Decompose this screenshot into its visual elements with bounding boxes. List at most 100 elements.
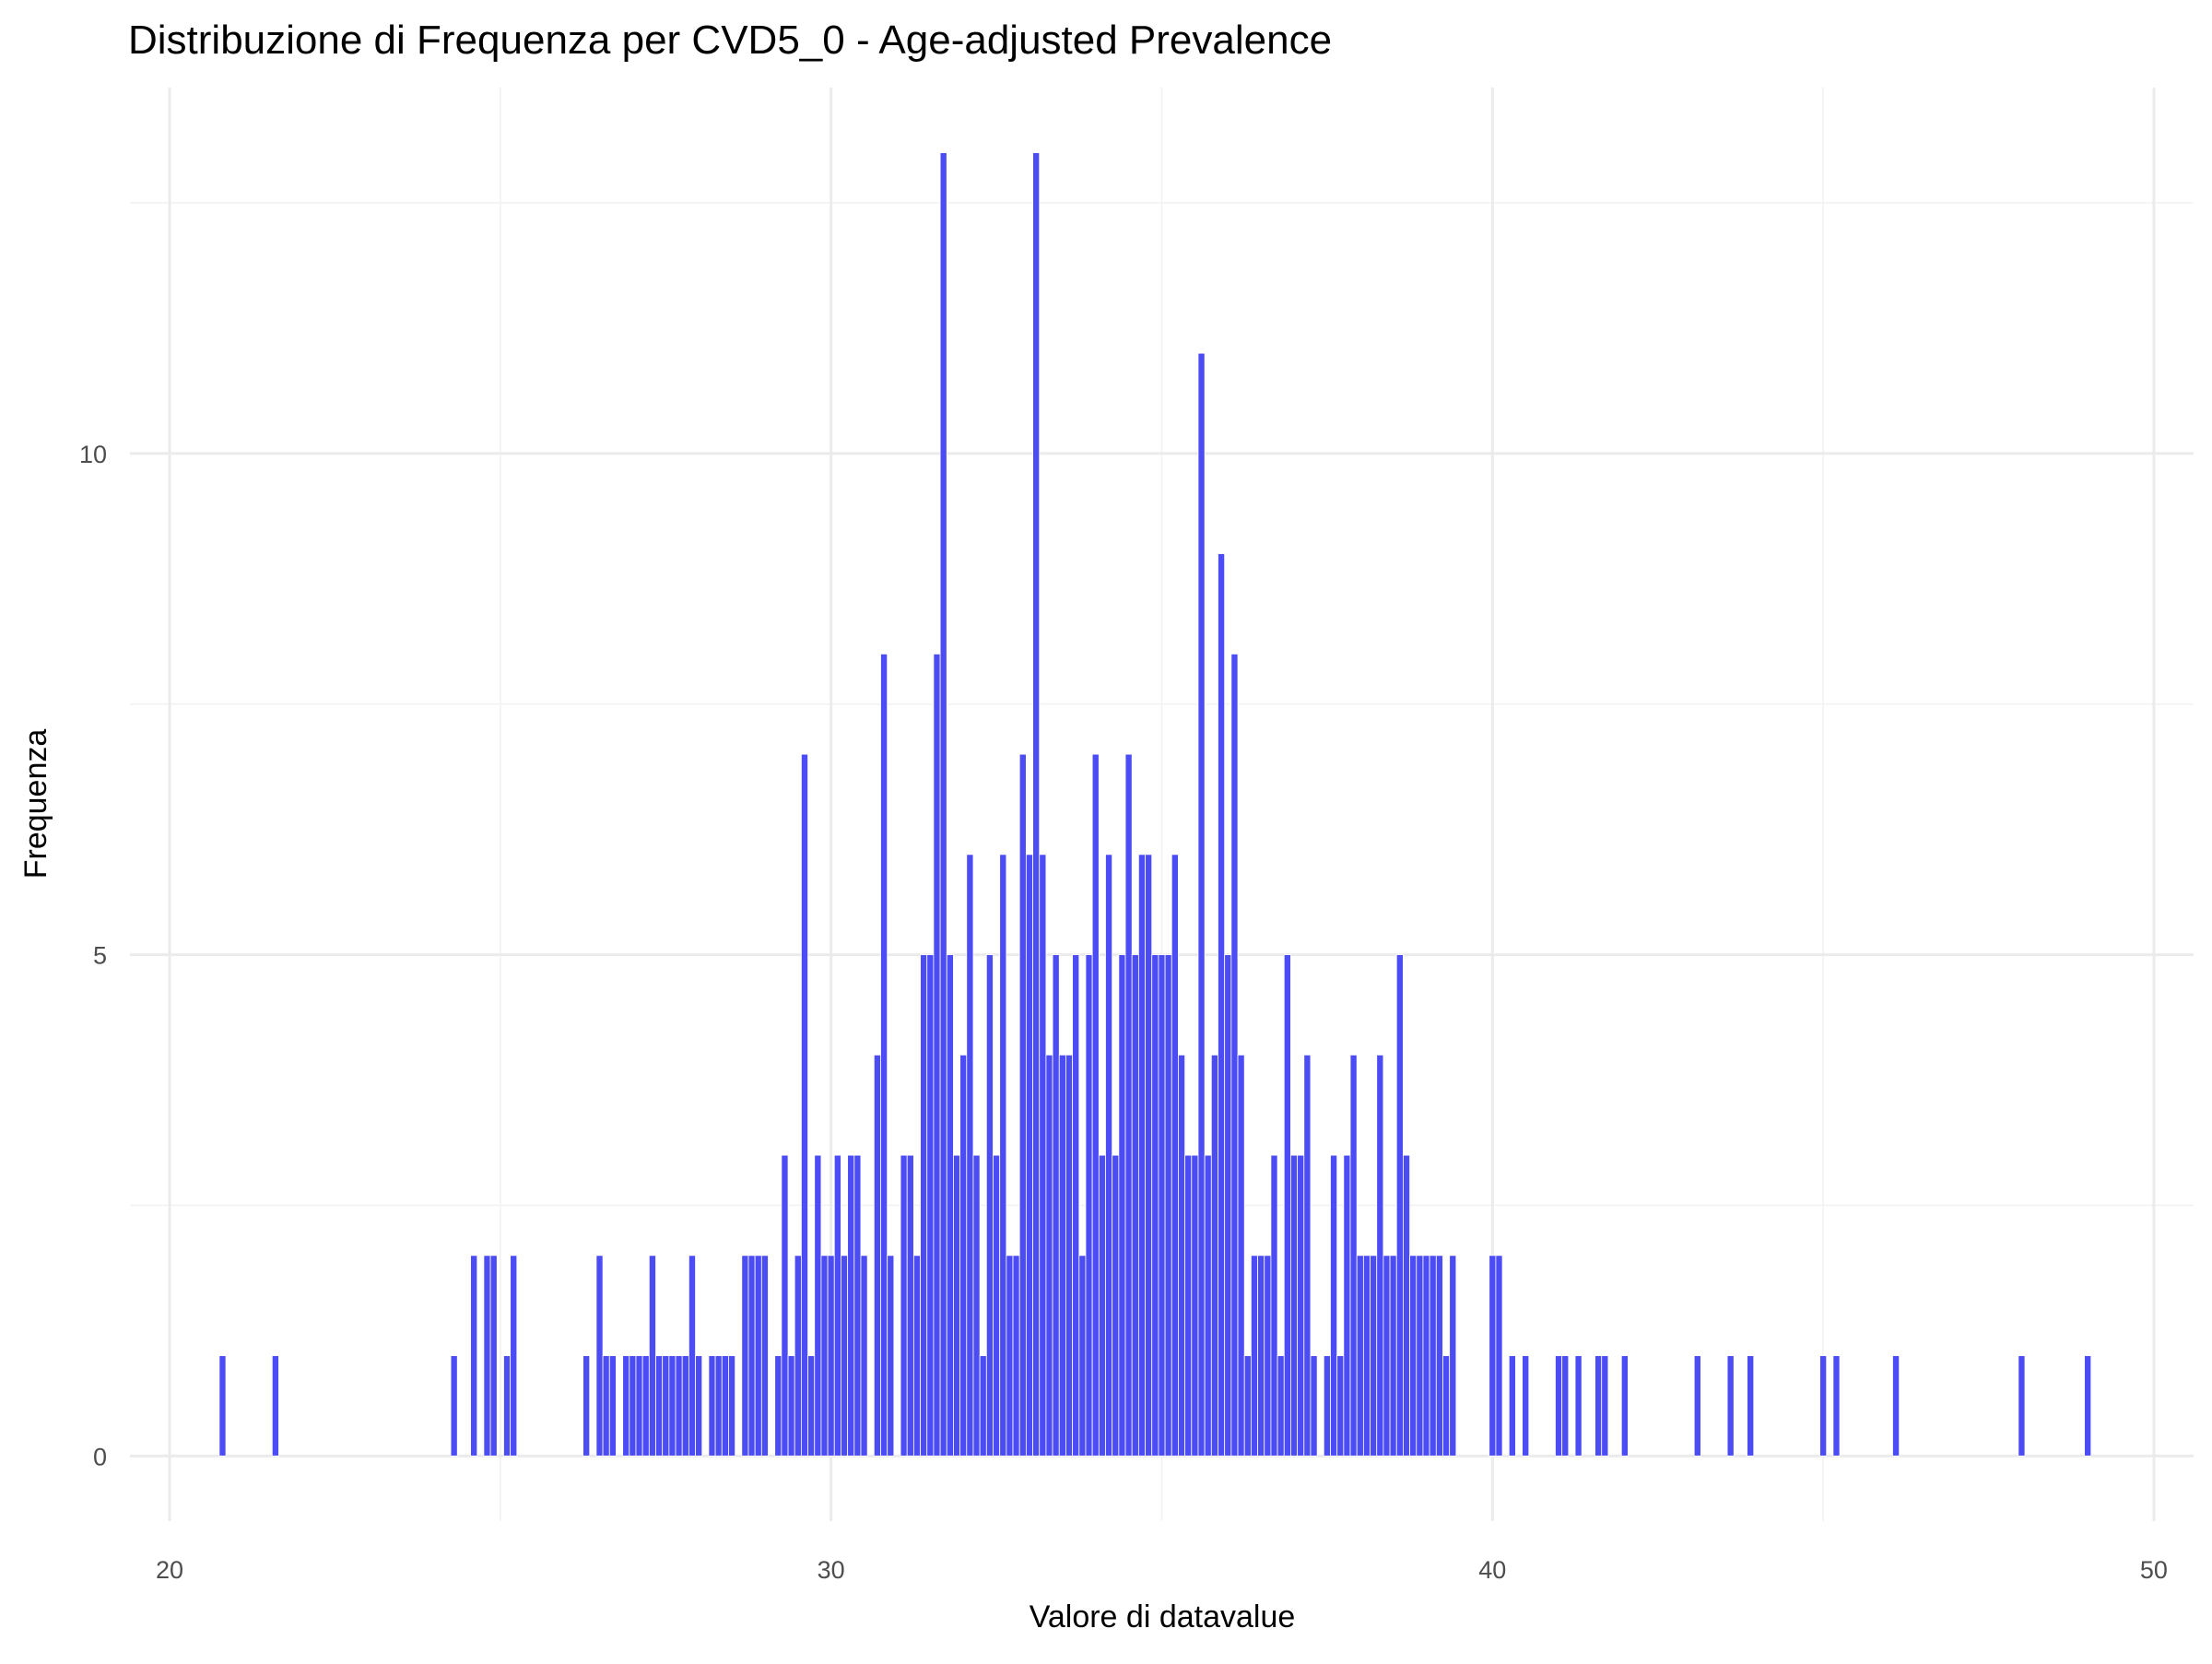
bar [1832,1355,1841,1457]
bar [939,152,947,1457]
bar [1429,1255,1437,1457]
bar [1230,653,1239,1457]
bar [655,1355,664,1457]
bar [1025,854,1033,1457]
bar [1237,1054,1245,1457]
bar [503,1355,512,1457]
bar [1508,1355,1516,1457]
bar [489,1255,498,1457]
bar [662,1355,670,1457]
bar [853,1154,862,1457]
bar [933,653,941,1457]
x-axis-title: Valore di datavalue [1030,1599,1296,1634]
bar [1151,954,1159,1457]
bar [800,753,808,1457]
bar [1131,954,1139,1457]
bar [747,1255,756,1457]
bar [1124,753,1133,1457]
bar [794,1255,802,1457]
bar [1270,1154,1278,1457]
bar [1137,854,1146,1457]
bar [1574,1355,1583,1457]
bar [1362,1255,1371,1457]
bar [1336,1355,1345,1457]
bar [1283,954,1291,1457]
bar [1052,954,1060,1457]
bar [2084,1355,2092,1457]
bar [608,1355,617,1457]
bar [483,1255,491,1457]
bar [675,1355,683,1457]
bar [1422,1255,1430,1457]
bar [1297,1154,1305,1457]
bar [1495,1255,1503,1457]
bar [827,1255,835,1457]
y-tick-label: 0 [93,1443,107,1470]
bar [833,1154,841,1457]
bar [1416,1255,1424,1457]
bar [1403,1154,1411,1457]
bar [1382,1255,1391,1457]
bar [906,1154,914,1457]
bar [1112,1154,1120,1457]
x-tick-label: 30 [818,1556,845,1584]
bar [714,1355,723,1457]
bar [1747,1355,1755,1457]
tick-labels: 20 30 40 50 0 5 10 [79,441,2168,1584]
bar [1395,954,1404,1457]
bar [1164,954,1172,1457]
bar [1224,954,1232,1457]
bar [966,854,974,1457]
chart-title: Distribuzione di Frequenza per CVD5_0 - … [128,18,1332,63]
bar [1330,1154,1338,1457]
bar [218,1355,227,1457]
bar [1594,1355,1603,1457]
bar [1210,1054,1218,1457]
bar [1290,1154,1299,1457]
bar [1032,152,1041,1457]
bar [926,954,935,1457]
bar [847,1154,855,1457]
bar [1693,1355,1701,1457]
bar [860,1255,868,1457]
bar [510,1255,518,1457]
y-tick-label: 5 [93,942,107,970]
bar [2018,1355,2026,1457]
bar [920,954,928,1457]
bar [602,1355,610,1457]
bar [880,653,888,1457]
bar [668,1355,677,1457]
bar [648,1255,656,1457]
bar [1018,753,1027,1457]
bar [695,1355,703,1457]
bar [1389,1255,1397,1457]
bar [993,1154,1001,1457]
bar [1058,1054,1066,1457]
bar [629,1355,637,1457]
bar [1250,1255,1258,1457]
bar [741,1255,749,1457]
bar [1488,1255,1497,1457]
x-tick-label: 50 [2140,1556,2168,1584]
bar [841,1255,849,1457]
bar [1435,1255,1443,1457]
bar [1158,954,1166,1457]
bar [754,1255,762,1457]
bar [1178,1054,1186,1457]
bar [708,1355,716,1457]
bar [688,1255,696,1457]
bar [1303,1054,1312,1457]
bar [1171,854,1179,1457]
bar [959,1054,968,1457]
bar [582,1355,591,1457]
bar [1065,1054,1074,1457]
bar [1098,1154,1106,1457]
bar [1085,954,1093,1457]
bar [972,1154,981,1457]
bar [946,954,954,1457]
bar [781,1154,789,1457]
bar [820,1255,829,1457]
bar [1118,954,1126,1457]
bar [1356,1255,1364,1457]
bar [1091,753,1100,1457]
